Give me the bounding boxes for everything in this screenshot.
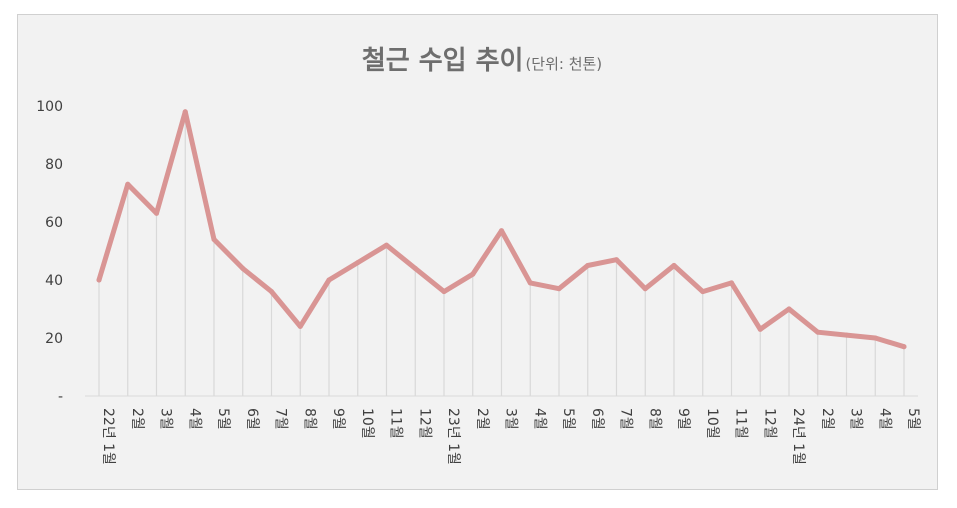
data-point (901, 344, 907, 350)
x-tick-label: 23년 1월 (445, 408, 461, 465)
data-point (297, 323, 303, 329)
data-point (556, 286, 562, 292)
data-point (384, 242, 389, 248)
drop-lines (98, 111, 905, 396)
chart-title-main: 철근 수입 추이 (362, 46, 524, 76)
y-tick-label: 80 (45, 157, 63, 173)
data-point (326, 277, 332, 283)
y-axis-ticks: - 20 40 60 80 100 (36, 99, 63, 405)
x-tick-label: 7월 (618, 408, 634, 430)
data-point (499, 228, 504, 234)
x-tick-label: 9월 (330, 408, 346, 430)
chart-title-unit: (단위: 천톤) (525, 55, 602, 73)
x-tick-label: 2월 (129, 408, 145, 430)
data-point (614, 257, 619, 263)
x-tick-label: 5월 (905, 408, 921, 430)
x-tick-label: 4월 (186, 408, 202, 430)
data-point (470, 271, 476, 277)
data-point (786, 306, 792, 312)
x-axis-ticks: 22년 1월 2월 3월 4월 5월 6월 7월 8월 9월 10월 11월 12월 23년 1월 2월 3… (100, 408, 921, 465)
data-point (240, 265, 246, 271)
x-tick-label: 12월 (416, 408, 432, 439)
data-point (125, 181, 131, 187)
data-point (441, 289, 447, 295)
data-point (815, 329, 821, 335)
data-point (757, 326, 763, 332)
chart-title: 철근 수입 추이 (단위: 천톤) (362, 46, 602, 76)
y-tick-label: 60 (45, 215, 63, 231)
data-point (585, 263, 591, 268)
x-tick-label: 3월 (848, 408, 864, 430)
x-tick-label: 6월 (244, 408, 260, 430)
x-tick-label: 10월 (704, 408, 720, 439)
data-point (182, 109, 188, 115)
chart-frame: 철근 수입 추이 (단위: 천톤) - 20 40 60 80 100 22년 1월 2월 3월… (17, 14, 938, 490)
data-points (96, 109, 907, 350)
data-point (211, 236, 217, 242)
data-point (844, 332, 849, 338)
x-tick-label: 4월 (531, 408, 547, 430)
x-tick-label: 4월 (876, 408, 892, 430)
data-point (154, 210, 159, 216)
x-tick-label: 2월 (474, 408, 490, 430)
data-point (412, 265, 418, 271)
x-tick-label: 10월 (359, 408, 375, 439)
data-point (355, 260, 361, 266)
x-tick-label: 11월 (388, 408, 404, 439)
x-tick-label: 2월 (819, 408, 835, 430)
data-point (729, 280, 734, 286)
x-tick-label: 9월 (675, 408, 691, 430)
y-tick-label: - (58, 389, 63, 405)
x-tick-label: 6월 (589, 408, 605, 430)
x-tick-label: 8월 (301, 408, 317, 430)
x-tick-label: 22년 1월 (100, 408, 116, 465)
x-tick-label: 3월 (158, 408, 174, 430)
data-point (642, 286, 648, 292)
y-tick-label: 40 (45, 273, 63, 289)
y-tick-label: 20 (45, 331, 63, 347)
data-point (527, 280, 533, 286)
line-chart: 철근 수입 추이 (단위: 천톤) - 20 40 60 80 100 22년 1월 2월 3월… (36, 46, 921, 465)
x-tick-label: 5월 (215, 408, 231, 430)
data-point (872, 335, 878, 341)
x-tick-label: 5월 (560, 408, 576, 430)
data-point (700, 289, 706, 295)
data-point (671, 263, 677, 268)
data-point (96, 277, 102, 283)
y-tick-label: 100 (36, 99, 63, 115)
x-tick-label: 7월 (273, 408, 289, 430)
x-tick-label: 11월 (733, 408, 749, 439)
x-tick-label: 24년 1월 (790, 408, 806, 465)
x-tick-label: 8월 (646, 408, 662, 430)
x-tick-label: 3월 (503, 408, 519, 430)
data-point (269, 289, 274, 295)
x-tick-label: 12월 (761, 408, 777, 439)
